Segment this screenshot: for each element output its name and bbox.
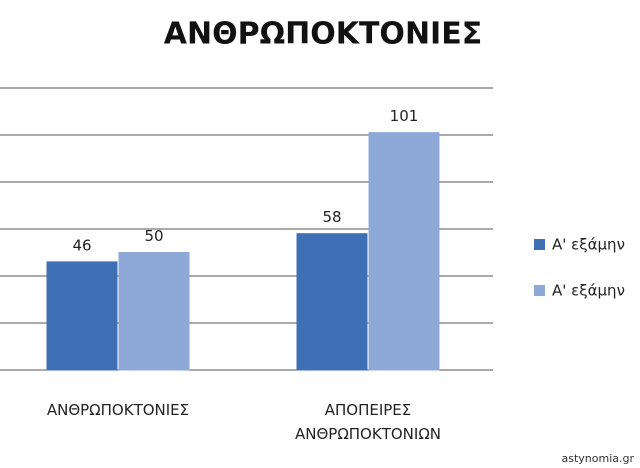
source: astynomia.gr xyxy=(561,452,634,465)
bar xyxy=(118,252,190,371)
bar xyxy=(296,233,368,371)
value-label: 101 xyxy=(390,107,419,125)
legend-swatch xyxy=(534,239,545,250)
value-label: 50 xyxy=(144,227,163,245)
x-tick-label: ΑΠΟΠΕΙΡΕΣ ΑΝΘΡΩΠΟΚΤΟΝΙΩΝ xyxy=(294,401,441,443)
legend-swatch xyxy=(534,285,545,296)
bar xyxy=(368,132,440,371)
legend-label: Α' εξάμην xyxy=(552,236,625,254)
legend-label: Α' εξάμην xyxy=(552,282,625,300)
x-tick-label: ΑΝΘΡΩΠΟΚΤΟΝΙΕΣ xyxy=(46,401,190,419)
chart-title: ΑΝΘΡΩΠΟΚΤΟΝΙΕΣ xyxy=(164,17,482,52)
bar xyxy=(46,261,118,371)
value-label: 46 xyxy=(72,236,91,254)
value-label: 58 xyxy=(322,208,341,226)
